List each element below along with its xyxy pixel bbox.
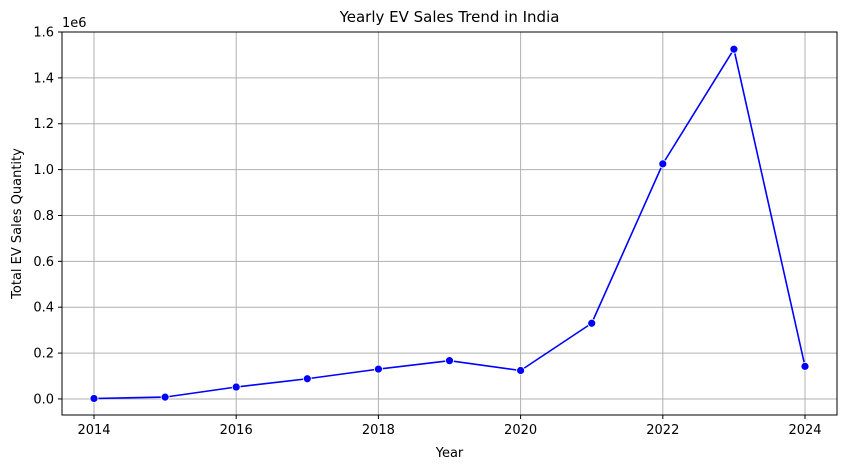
data-point bbox=[89, 394, 99, 403]
x-tick-label: 2016 bbox=[220, 423, 253, 438]
y-tick-label: 0.0 bbox=[33, 392, 54, 407]
x-tick-label: 2020 bbox=[504, 423, 537, 438]
data-point bbox=[373, 364, 383, 374]
y-tick-label: 0.6 bbox=[33, 255, 54, 270]
data-point bbox=[800, 361, 810, 371]
data-point bbox=[516, 366, 526, 375]
data-point bbox=[231, 382, 241, 392]
y-axis: 0.0 0.2 0.4 0.6 0.8 1.0 1.2 1.4 1.6 bbox=[33, 26, 62, 407]
x-tick-label: 2014 bbox=[77, 423, 110, 438]
grid bbox=[62, 31, 837, 415]
data-point bbox=[302, 374, 312, 384]
y-tick-label: 0.2 bbox=[33, 347, 54, 362]
x-tick-label: 2024 bbox=[788, 423, 821, 438]
data-point bbox=[587, 318, 597, 328]
series-layer bbox=[89, 44, 810, 403]
y-tick-label: 1.2 bbox=[33, 117, 54, 132]
x-axis-label: Year bbox=[435, 446, 464, 461]
chart-title: Yearly EV Sales Trend in India bbox=[339, 8, 560, 26]
y-tick-label: 1.0 bbox=[33, 163, 54, 178]
y-axis-offset-text: 1e6 bbox=[62, 16, 87, 31]
series-line bbox=[93, 48, 806, 400]
data-point bbox=[160, 392, 170, 402]
y-tick-label: 0.8 bbox=[33, 209, 54, 224]
y-tick-label: 1.4 bbox=[33, 71, 54, 86]
data-point bbox=[729, 44, 739, 54]
data-point bbox=[445, 356, 454, 366]
y-tick-label: 0.4 bbox=[33, 301, 54, 316]
x-tick-label: 2018 bbox=[362, 423, 395, 438]
x-tick-label: 2022 bbox=[646, 423, 679, 438]
plot-frame bbox=[61, 31, 838, 416]
x-axis: 2014 2016 2018 2020 2022 2024 bbox=[77, 415, 822, 438]
y-axis-label: Total EV Sales Quantity bbox=[10, 148, 25, 300]
data-point bbox=[658, 159, 668, 169]
y-tick-label: 1.6 bbox=[33, 26, 54, 41]
